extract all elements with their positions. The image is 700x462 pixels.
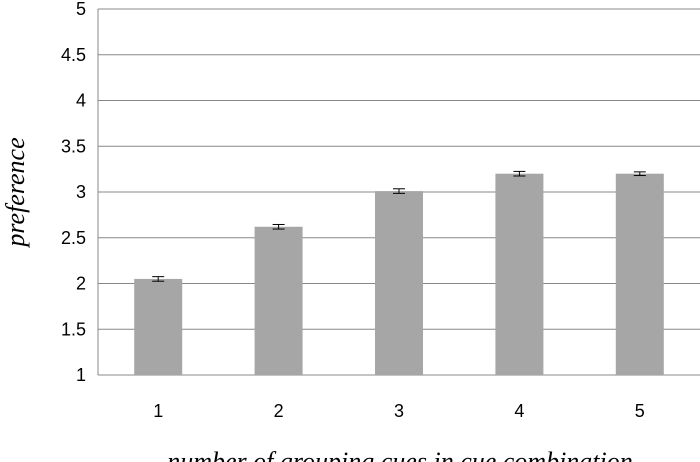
y-tick-labels: 1 1.5 2 2.5 3 3.5 4 4.5 5 bbox=[61, 0, 86, 385]
x-axis-title: number of grouping cues in cue combinati… bbox=[167, 447, 633, 462]
y-tick-label: 2 bbox=[76, 274, 86, 294]
bar bbox=[375, 191, 423, 375]
bar bbox=[254, 226, 303, 375]
x-tick-labels: 1 2 3 4 5 bbox=[153, 401, 645, 421]
error-bars bbox=[152, 170, 646, 282]
y-axis-title: preference bbox=[1, 137, 30, 248]
y-tick-label: 4.5 bbox=[61, 45, 86, 65]
y-tick-label: 1 bbox=[76, 365, 86, 385]
x-tick-label: 4 bbox=[514, 401, 524, 421]
y-tick-label: 2.5 bbox=[61, 228, 86, 248]
x-tick-label: 3 bbox=[394, 401, 404, 421]
x-tick-label: 2 bbox=[274, 401, 284, 421]
y-tick-label: 1.5 bbox=[61, 319, 86, 339]
y-tick-label: 3.5 bbox=[61, 136, 86, 156]
y-tick-label: 3 bbox=[76, 182, 86, 202]
y-tick-label: 5 bbox=[76, 0, 86, 19]
y-tick-label: 4 bbox=[76, 91, 86, 111]
x-tick-label: 5 bbox=[635, 401, 645, 421]
bar bbox=[134, 278, 183, 375]
bar bbox=[615, 173, 664, 375]
bars bbox=[134, 173, 664, 375]
bar bbox=[495, 173, 544, 375]
x-tick-label: 1 bbox=[153, 401, 163, 421]
